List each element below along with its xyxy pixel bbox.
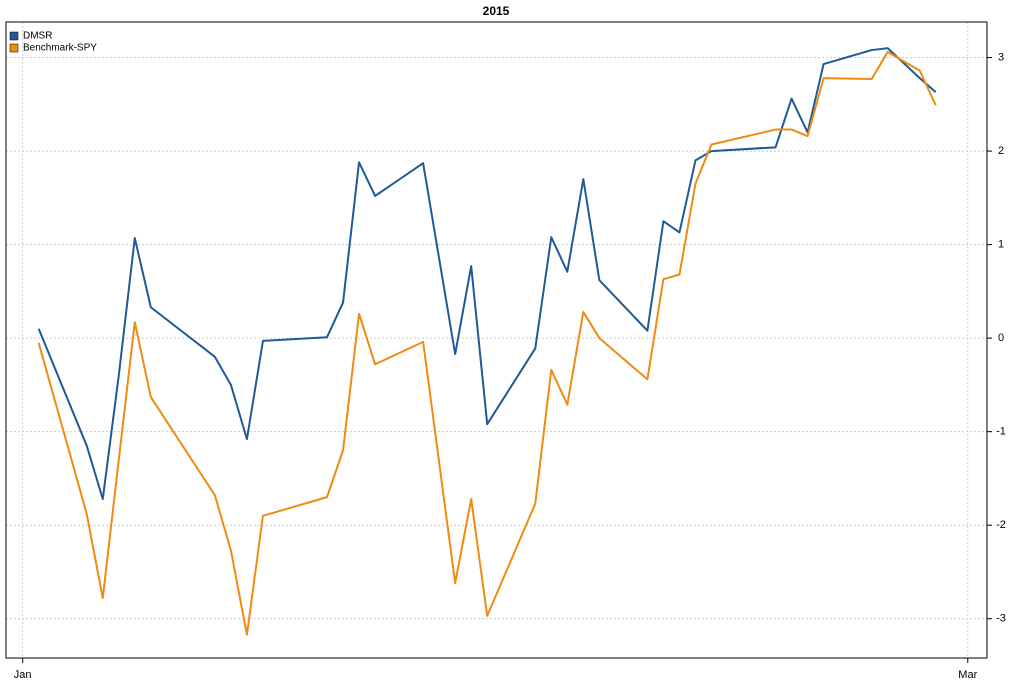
y-tick-label: -2 [996,519,1006,531]
series-line [37,50,937,636]
series-line [37,47,937,500]
y-tick-label: 2 [998,145,1004,157]
y-tick-label: -3 [996,613,1006,625]
y-tick-label: 1 [998,239,1004,251]
legend-swatch [9,43,19,53]
y-tick-label: 3 [998,51,1004,63]
x-tick-label: Jan [14,669,32,681]
legend-swatch [9,31,19,41]
legend-label: Benchmark-SPY [23,43,97,54]
legend-label: DMSR [23,31,52,42]
chart-title: 2015 [483,4,510,18]
plot-frame [5,21,988,659]
x-tick-label: Mar [958,669,977,681]
y-tick-label: -1 [996,426,1006,438]
y-tick-label: 0 [998,332,1004,344]
